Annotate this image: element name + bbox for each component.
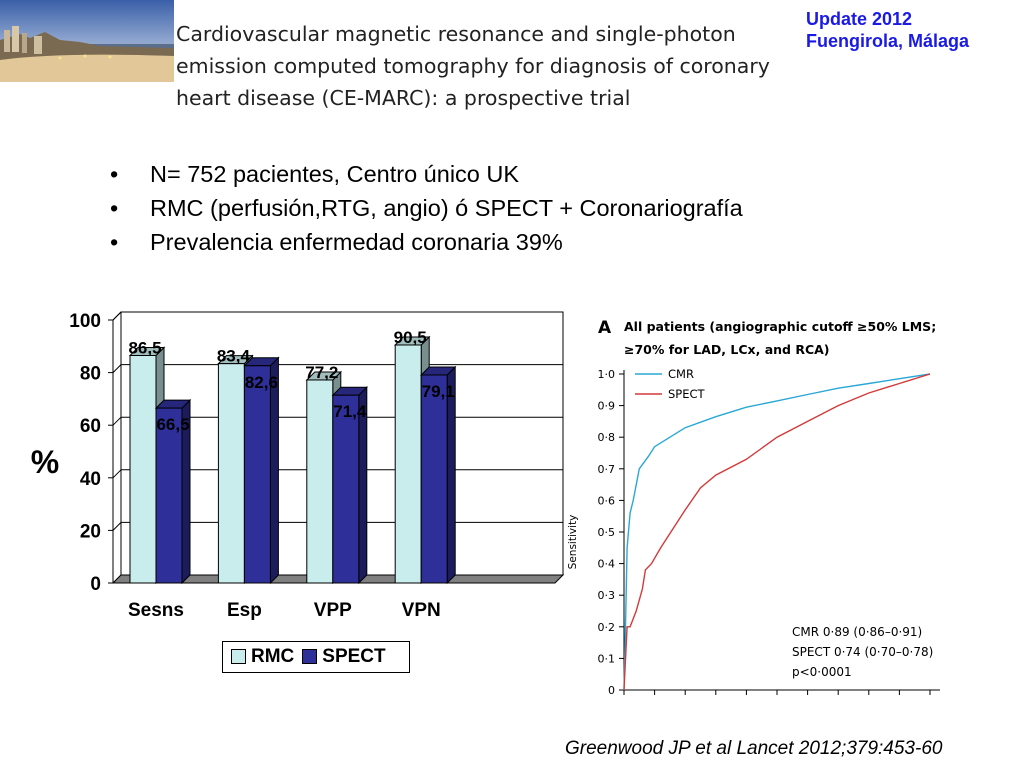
roc-curve-spect (623, 373, 931, 691)
y-tick-label: 0 (90, 574, 101, 595)
citation: Greenwood JP et al Lancet 2012;379:453-6… (565, 738, 943, 759)
bar-chart-legend: RMC SPECT (222, 641, 410, 673)
data-label-spect: 66,5 (156, 415, 189, 434)
bar-spect (155, 407, 183, 584)
data-label-rmc: 86,5 (128, 339, 161, 358)
roc-curve-cmr (623, 373, 931, 691)
bar-rmc (129, 355, 157, 584)
y-axis-label: % (31, 444, 59, 480)
roc-y-axis-label: Sensitivity (567, 515, 579, 570)
bar-rmc (394, 344, 422, 584)
bullet-text: N= 752 pacientes, Centro único UK (150, 161, 520, 187)
slide-title: Cardiovascular magnetic resonance and si… (176, 18, 796, 114)
header-photo (0, 0, 174, 82)
roc-legend-label-cmr: CMR (668, 367, 694, 381)
bullet-marker: • (110, 229, 119, 255)
legend-label-spect: SPECT (322, 646, 386, 667)
bullet-item: • Prevalencia enfermedad coronaria 39% (110, 225, 743, 259)
panel-letter: A (598, 318, 612, 338)
data-label-rmc: 90,5 (394, 328, 427, 347)
roc-y-tick-label: 0·6 (598, 494, 616, 507)
roc-y-tick-label: 0·9 (598, 400, 616, 413)
data-label-spect: 71,4 (333, 402, 367, 421)
bar-rmc (217, 363, 245, 584)
roc-y-tick-label: 0·5 (598, 526, 616, 539)
y-tick-label: 100 (69, 311, 101, 332)
event-tag-line: Fuengirola, Málaga (806, 31, 970, 51)
x-tick-label: VPP (314, 600, 352, 621)
gridline-side (112, 469, 122, 479)
gridline-side (112, 416, 122, 426)
roc-y-tick-label: 0·2 (598, 621, 616, 634)
bar-spect (243, 365, 271, 584)
data-label-rmc: 77,2 (305, 363, 338, 382)
roc-y-tick-label: 0·3 (598, 589, 616, 602)
x-tick-label: Sesns (128, 600, 184, 621)
roc-y-tick-label: 0·7 (598, 463, 616, 476)
legend-entry-rmc: RMC (231, 646, 294, 668)
y-tick-label: 20 (80, 521, 101, 542)
title-line: heart disease (CE-MARC): a prospective t… (176, 86, 631, 110)
y-tick-label: 80 (80, 364, 101, 385)
bar-chart: 0 20 40 60 80 100% Sesns Esp VPP VPN 86,5 66,5 83,4 8… (31, 311, 565, 621)
legend-entry-spect: SPECT (302, 646, 386, 668)
x-tick-label: Esp (227, 600, 262, 621)
x-tick-label: VPN (402, 600, 441, 621)
bar-spect (332, 394, 360, 584)
roc-y-tick-label: 0 (608, 684, 615, 697)
roc-y-tick-label: 0·4 (598, 558, 616, 571)
bullet-text: RMC (perfusión,RTG, angio) ó SPECT + Cor… (150, 195, 743, 221)
legend-label-rmc: RMC (251, 646, 295, 667)
gridline-side (112, 522, 122, 531)
legend-swatch-rmc (231, 649, 246, 665)
bar-spect (420, 374, 448, 584)
bullet-list: • N= 752 pacientes, Centro único UK • RMC … (110, 157, 743, 259)
data-label-spect: 82,6 (245, 373, 278, 392)
roc-annotation: p<0·0001 (792, 665, 852, 679)
bullet-marker: • (110, 195, 119, 221)
roc-chart: A All patients (angiographic cutoff ≥50% … (567, 318, 940, 697)
bullet-marker: • (110, 161, 119, 187)
frame-edge (112, 311, 122, 321)
roc-y-tick-label: 0·1 (598, 652, 616, 665)
roc-y-tick-label: 0·8 (598, 431, 616, 444)
roc-title-line: All patients (angiographic cutoff ≥50% L… (624, 319, 936, 334)
roc-annotation: CMR 0·89 (0·86–0·91) (792, 625, 922, 639)
bullet-text: Prevalencia enfermedad coronaria 39% (150, 229, 563, 255)
roc-title-line: ≥70% for LAD, LCx, and RCA) (624, 342, 830, 357)
title-line: Cardiovascular magnetic resonance and si… (176, 22, 736, 46)
data-label-spect: 79,1 (422, 382, 455, 401)
roc-annotation: SPECT 0·74 (0·70–0·78) (792, 645, 933, 659)
event-tag-line: Update 2012 (806, 9, 913, 29)
event-tag: Update 2012 Fuengirola, Málaga (806, 8, 969, 52)
bar-rmc (306, 379, 334, 584)
bullet-item: • N= 752 pacientes, Centro único UK (110, 157, 743, 191)
roc-legend-label-spect: SPECT (668, 387, 706, 401)
y-tick-label: 40 (80, 469, 101, 490)
roc-y-tick-label: 1·0 (598, 368, 616, 381)
bullet-item: • RMC (perfusión,RTG, angio) ó SPECT + Co… (110, 191, 743, 225)
title-line: emission computed tomography for diagnos… (176, 54, 770, 78)
gridline-side (112, 364, 122, 373)
data-label-rmc: 83,4 (217, 347, 251, 366)
legend-swatch-spect (302, 649, 318, 665)
y-tick-label: 60 (80, 416, 101, 437)
